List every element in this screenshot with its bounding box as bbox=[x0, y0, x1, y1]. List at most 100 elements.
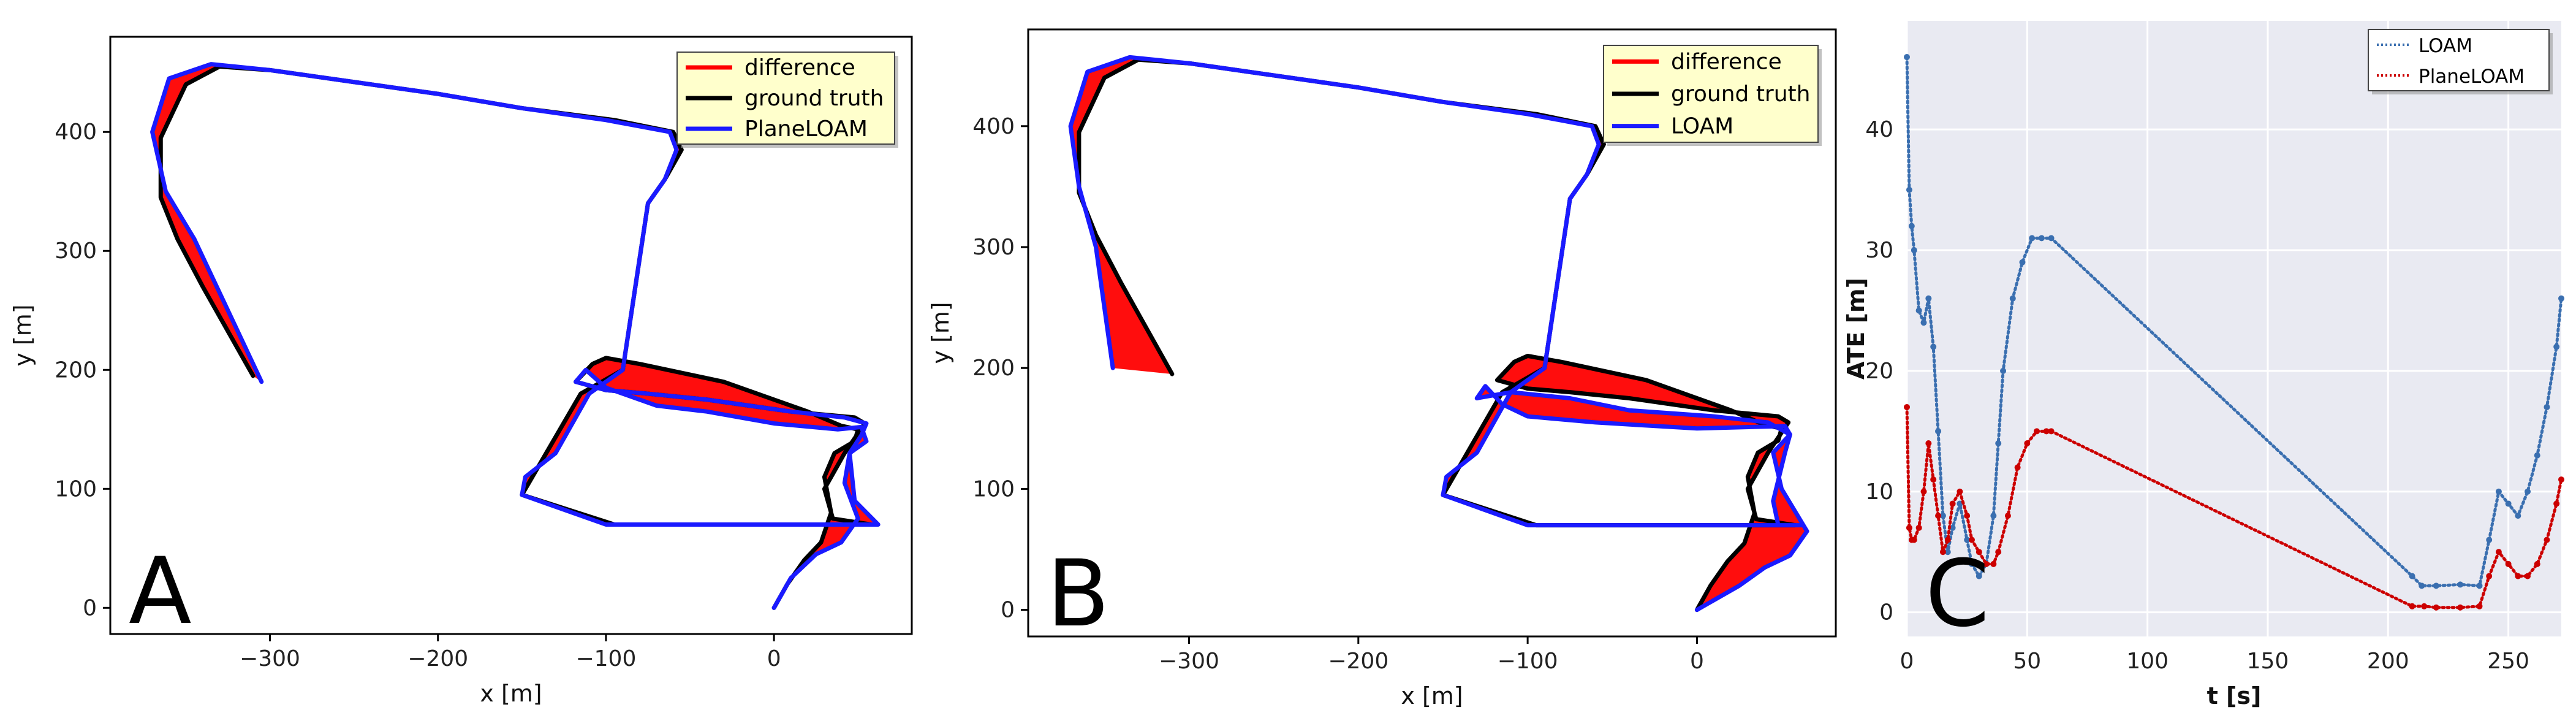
data-point-1 bbox=[1969, 537, 1976, 543]
y-tick-label: 400 bbox=[55, 120, 97, 145]
y-axis-label: y [m] bbox=[927, 302, 954, 364]
legend-label: PlaneLOAM bbox=[744, 116, 868, 142]
data-point-1 bbox=[1939, 549, 1946, 556]
data-point-1 bbox=[1906, 524, 1912, 531]
data-point-1 bbox=[2495, 549, 2502, 556]
data-point-0 bbox=[2000, 367, 2007, 374]
y-tick-label: 0 bbox=[1001, 598, 1015, 623]
data-point-1 bbox=[1915, 524, 1922, 531]
data-point-1 bbox=[1935, 513, 1942, 519]
y-tick-label: 10 bbox=[1865, 479, 1893, 505]
data-point-1 bbox=[2525, 573, 2531, 579]
y-tick-label: 20 bbox=[1865, 359, 1893, 384]
x-tick-label: 50 bbox=[2013, 649, 2041, 674]
x-tick-label: 0 bbox=[767, 646, 781, 671]
y-tick-label: 100 bbox=[55, 476, 97, 502]
y-tick-label: 0 bbox=[1879, 600, 1893, 625]
plot-area bbox=[1907, 21, 2561, 636]
x-axis-label: x [m] bbox=[1401, 682, 1463, 709]
data-point-1 bbox=[2457, 604, 2464, 611]
y-tick-label: 200 bbox=[55, 357, 97, 383]
data-point-1 bbox=[2421, 603, 2428, 609]
data-point-0 bbox=[1969, 560, 1976, 567]
data-point-1 bbox=[2558, 476, 2564, 483]
data-point-0 bbox=[2515, 513, 2521, 519]
legend-label: ground truth bbox=[744, 86, 884, 111]
data-point-0 bbox=[1930, 343, 1937, 350]
x-tick-label: 100 bbox=[2126, 649, 2169, 674]
x-tick-label: 200 bbox=[2367, 649, 2409, 674]
data-point-0 bbox=[2019, 259, 2026, 265]
data-point-0 bbox=[1911, 247, 1917, 254]
x-tick-label: 250 bbox=[2487, 649, 2529, 674]
data-point-1 bbox=[1949, 500, 1956, 507]
data-point-0 bbox=[2476, 582, 2483, 589]
data-point-0 bbox=[2505, 500, 2512, 507]
x-tick-label: 150 bbox=[2247, 649, 2289, 674]
data-point-1 bbox=[2004, 513, 2011, 519]
y-axis-label: ATE [m] bbox=[1843, 278, 1869, 380]
legend-label: PlaneLOAM bbox=[2419, 66, 2525, 88]
legend-label: ground truth bbox=[1671, 82, 1810, 107]
data-point-0 bbox=[2009, 295, 2016, 302]
x-tick-label: −300 bbox=[240, 646, 300, 671]
data-point-0 bbox=[2525, 488, 2531, 495]
y-tick-label: 40 bbox=[1865, 117, 1893, 142]
data-point-1 bbox=[2486, 573, 2493, 579]
legend-label: LOAM bbox=[2419, 35, 2472, 57]
y-axis-label: y [m] bbox=[9, 304, 36, 366]
data-point-1 bbox=[2433, 604, 2439, 611]
data-point-1 bbox=[2534, 560, 2540, 567]
data-point-1 bbox=[2409, 603, 2415, 609]
data-point-0 bbox=[1925, 295, 1932, 302]
data-point-0 bbox=[2029, 235, 2036, 242]
data-point-0 bbox=[1908, 223, 1915, 229]
legend-label: difference bbox=[1671, 49, 1782, 74]
data-point-1 bbox=[2043, 428, 2050, 435]
data-point-1 bbox=[2476, 603, 2483, 609]
x-axis-label: x [m] bbox=[480, 680, 542, 707]
y-tick-label: 300 bbox=[55, 239, 97, 264]
x-tick-label: −200 bbox=[407, 646, 468, 671]
panel-letter: A bbox=[129, 538, 192, 645]
data-point-0 bbox=[1906, 186, 1912, 193]
data-point-1 bbox=[1976, 549, 1982, 556]
data-point-0 bbox=[2038, 235, 2045, 242]
data-point-0 bbox=[2409, 573, 2415, 579]
data-point-0 bbox=[1995, 440, 2002, 447]
data-point-1 bbox=[2024, 440, 2031, 447]
data-point-1 bbox=[2553, 500, 2560, 507]
x-tick-label: 0 bbox=[1690, 649, 1704, 674]
data-point-0 bbox=[1957, 500, 1963, 507]
data-point-1 bbox=[2034, 428, 2040, 435]
y-tick-label: 30 bbox=[1865, 238, 1893, 263]
series-line-1 bbox=[150, 62, 881, 610]
y-tick-label: 200 bbox=[972, 356, 1015, 381]
data-point-0 bbox=[2419, 582, 2425, 589]
x-tick-label: −200 bbox=[1328, 649, 1388, 674]
data-point-0 bbox=[2433, 582, 2439, 589]
data-point-1 bbox=[1983, 560, 1990, 567]
x-tick-label: 0 bbox=[1900, 649, 1914, 674]
data-point-1 bbox=[1911, 537, 1917, 543]
data-point-0 bbox=[2495, 488, 2502, 495]
data-point-0 bbox=[2457, 581, 2464, 588]
x-tick-label: −100 bbox=[1498, 649, 1558, 674]
data-point-0 bbox=[1920, 319, 1927, 326]
x-tick-label: −300 bbox=[1159, 649, 1219, 674]
data-point-0 bbox=[2544, 403, 2550, 410]
data-point-1 bbox=[2014, 464, 2021, 471]
data-point-0 bbox=[1944, 549, 1951, 556]
data-point-0 bbox=[1976, 573, 1982, 579]
x-axis-label: t [s] bbox=[2207, 682, 2262, 709]
data-point-1 bbox=[1957, 488, 1963, 495]
legend-box bbox=[2368, 29, 2550, 91]
y-tick-label: 400 bbox=[972, 114, 1015, 139]
data-point-1 bbox=[2048, 428, 2055, 435]
data-point-0 bbox=[1915, 307, 1922, 314]
data-point-1 bbox=[1930, 476, 1937, 483]
data-point-0 bbox=[2558, 295, 2564, 302]
panel-a-chart: −300 −200 −100 0 0 100 200 300 400 x [m] y [m] Adif… bbox=[9, 36, 913, 707]
data-point-1 bbox=[2505, 560, 2512, 567]
